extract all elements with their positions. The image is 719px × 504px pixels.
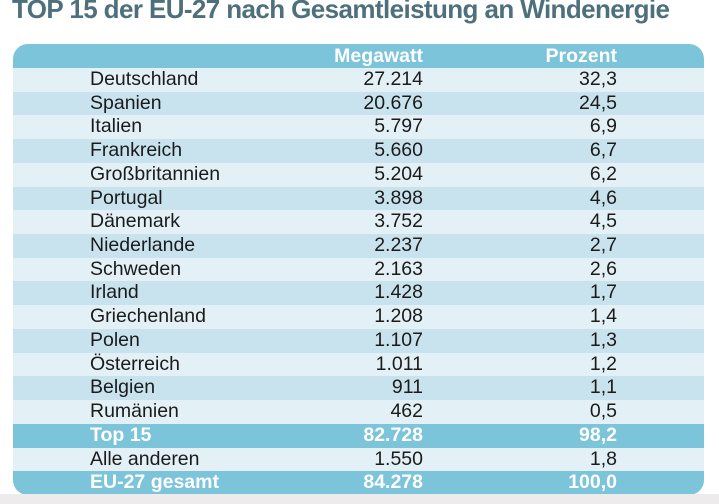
table-header-row: Megawatt Prozent: [13, 44, 704, 68]
prozent-cell: 98,2: [579, 423, 617, 446]
country-cell: Portugal: [90, 186, 163, 209]
page-bottom-strip: [0, 494, 719, 504]
prozent-cell: 100,0: [568, 471, 617, 494]
table-row: Deutschland 27.214 32,3: [13, 68, 704, 92]
megawatt-cell: 3.752: [374, 210, 423, 233]
country-cell: Griechenland: [90, 305, 206, 328]
prozent-cell: 1,8: [589, 447, 617, 470]
prozent-cell: 32,3: [579, 68, 617, 90]
table-row: Irland 1.428 1,7: [13, 281, 704, 306]
table-row: Belgien 911 1,1: [13, 376, 704, 401]
prozent-cell: 0,5: [589, 400, 617, 423]
country-cell: Schweden: [90, 257, 182, 280]
summary-label: Top 15: [90, 423, 152, 446]
megawatt-cell: 462: [390, 400, 423, 423]
prozent-cell: 1,2: [589, 352, 617, 375]
table-row: Spanien 20.676 24,5: [13, 91, 704, 116]
megawatt-cell: 2.237: [374, 234, 423, 257]
table-row: Österreich 1.011 1,2: [13, 352, 704, 377]
prozent-cell: 4,6: [589, 186, 617, 209]
country-cell: Rumänien: [90, 400, 179, 423]
country-cell: Niederlande: [90, 234, 196, 257]
country-cell: Polen: [90, 328, 140, 351]
country-cell: Italien: [90, 115, 143, 138]
country-cell: Österreich: [90, 352, 180, 375]
prozent-cell: 1,3: [589, 328, 617, 351]
table-row: Frankreich 5.660 6,7: [13, 139, 704, 163]
prozent-cell: 1,1: [589, 376, 617, 399]
country-cell: Belgien: [90, 376, 156, 399]
page-title: TOP 15 der EU-27 nach Gesamtleistung an …: [12, 0, 670, 24]
table-row: Griechenland 1.208 1,4: [13, 305, 704, 329]
megawatt-cell: 911: [391, 376, 423, 399]
country-cell: Dänemark: [90, 210, 180, 233]
summary-label: EU-27 gesamt: [90, 471, 219, 494]
country-cell: Großbritannien: [90, 162, 221, 185]
table-row: Großbritannien 5.204 6,2: [13, 162, 704, 187]
col-header-country: [13, 44, 303, 68]
table-row: Schweden 2.163 2,6: [13, 257, 704, 282]
prozent-cell: 2,7: [589, 234, 617, 257]
megawatt-cell: 1.107: [374, 328, 423, 351]
prozent-cell: 6,7: [589, 139, 617, 162]
megawatt-cell: 84.278: [363, 471, 423, 494]
megawatt-cell: 5.660: [374, 139, 423, 162]
megawatt-cell: 20.676: [363, 91, 423, 114]
wind-energy-table: Megawatt Prozent Deutschland 27.214 32,3…: [13, 44, 704, 495]
prozent-cell: 6,2: [589, 162, 617, 185]
table-row: Niederlande 2.237 2,7: [13, 234, 704, 258]
megawatt-cell: 82.728: [363, 423, 423, 446]
table-row: Italien 5.797 6,9: [13, 115, 704, 140]
megawatt-cell: 1.428: [374, 281, 423, 304]
megawatt-cell: 27.214: [363, 68, 423, 90]
table-row: Alle anderen 1.550 1,8: [13, 447, 704, 472]
country-cell: Spanien: [90, 91, 162, 114]
summary-row-eu27: EU-27 gesamt 84.278 100,0: [13, 471, 704, 495]
megawatt-cell: 1.208: [374, 305, 423, 328]
megawatt-cell: 2.163: [374, 257, 423, 280]
megawatt-cell: 3.898: [374, 186, 423, 209]
country-cell: Deutschland: [90, 68, 199, 90]
col-header-megawatt: Megawatt: [334, 45, 423, 67]
country-cell: Irland: [90, 281, 139, 304]
prozent-cell: 1,7: [589, 281, 617, 304]
megawatt-cell: 5.797: [374, 115, 423, 138]
megawatt-cell: 1.550: [374, 447, 423, 470]
prozent-cell: 6,9: [589, 115, 617, 138]
table-row: Dänemark 3.752 4,5: [13, 210, 704, 235]
prozent-cell: 4,5: [589, 210, 617, 233]
summary-row-top15: Top 15 82.728 98,2: [13, 423, 704, 448]
col-header-prozent: Prozent: [545, 45, 617, 67]
country-cell: Frankreich: [90, 139, 183, 162]
prozent-cell: 2,6: [589, 257, 617, 280]
country-cell: Alle anderen: [90, 447, 200, 470]
prozent-cell: 1,4: [589, 305, 617, 328]
megawatt-cell: 5.204: [374, 162, 423, 185]
table-row: Polen 1.107 1,3: [13, 328, 704, 353]
megawatt-cell: 1.011: [375, 352, 423, 375]
table-row: Rumänien 462 0,5: [13, 400, 704, 424]
table-row: Portugal 3.898 4,6: [13, 186, 704, 211]
prozent-cell: 24,5: [579, 91, 617, 114]
